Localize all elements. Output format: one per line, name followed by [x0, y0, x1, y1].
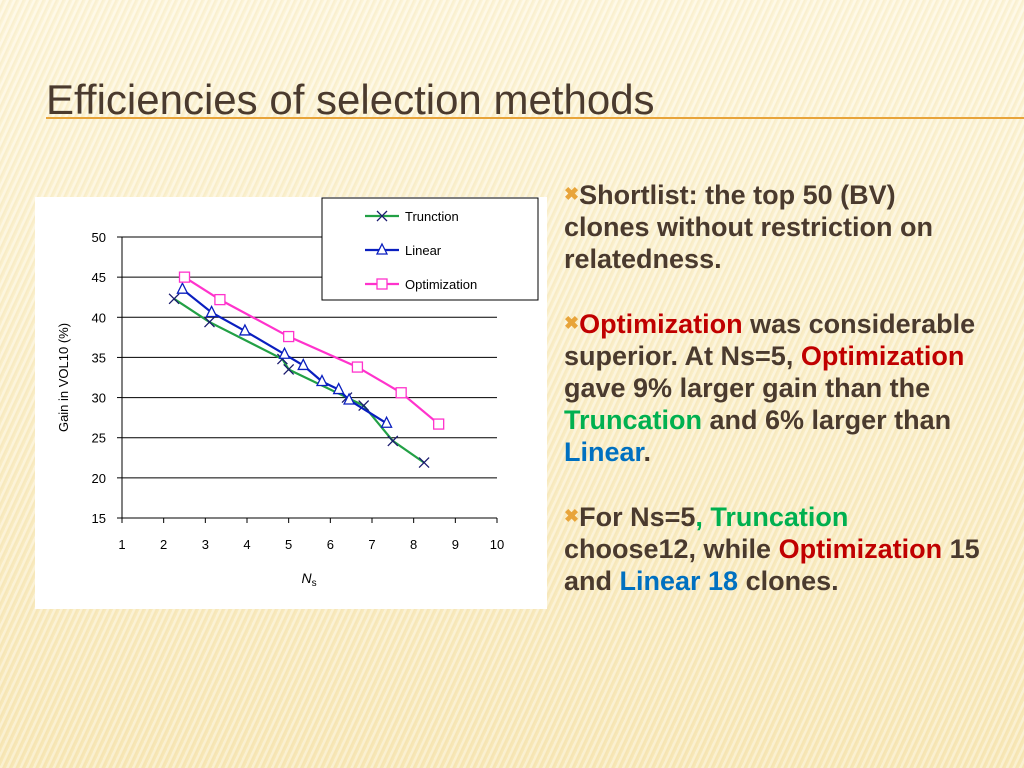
data-point-linear [205, 305, 218, 318]
highlight-linear: Linear 18 [619, 566, 739, 596]
x-mark-bullet-icon: ✖ [564, 184, 580, 204]
data-point-trunction [418, 457, 430, 469]
legend-box [321, 197, 539, 301]
data-point-trunction [283, 364, 295, 375]
bullet-text: For Ns=5 [579, 502, 696, 532]
highlight-optimization: Optimization [800, 341, 965, 371]
x-tick-label: 8 [410, 537, 417, 552]
x-mark-bullet-icon: ✖ [564, 313, 580, 333]
data-point-linear [343, 392, 356, 405]
y-tick-label: 25 [92, 431, 106, 446]
data-point-trunction [358, 400, 370, 412]
y-tick-label: 40 [92, 310, 106, 325]
bullet-text: choose12, while [564, 534, 779, 564]
bullet-text: and 6% larger than [702, 405, 952, 435]
bullet-text: clones. [738, 566, 839, 596]
y-axis-title: Gain in VOL10 (%) [56, 323, 71, 432]
y-tick-label: 45 [92, 270, 106, 285]
bullet-text: 15 and [564, 534, 980, 596]
data-point-linear [297, 358, 310, 371]
y-tick-label: 20 [92, 471, 106, 486]
data-point-optimization [351, 361, 364, 373]
legend-label-linear: Linear [405, 243, 442, 258]
legend-marker-linear [375, 242, 389, 255]
data-point-linear [332, 382, 345, 395]
highlight-truncation: Truncation [564, 405, 703, 435]
data-point-optimization [283, 330, 295, 343]
data-point-trunction [204, 316, 215, 328]
x-tick-label: 6 [327, 537, 334, 552]
data-point-linear [278, 346, 291, 359]
data-point-optimization [433, 418, 445, 430]
highlight-optimization: Optimization [778, 534, 943, 564]
y-tick-label: 30 [92, 391, 106, 406]
legend-label-optimization: Optimization [405, 277, 477, 292]
x-tick-label: 3 [202, 537, 209, 552]
x-tick-label: 1 [118, 537, 125, 552]
legend-marker-trunction [376, 210, 388, 222]
x-tick-label: 5 [285, 537, 292, 552]
data-point-trunction [387, 435, 399, 447]
bullet-clone-counts: ✖For Ns=5, Truncation choose12, while Op… [564, 500, 984, 597]
bullet-optimization: ✖Optimization was considerable superior.… [564, 307, 984, 468]
highlight-optimization: Optimization [579, 309, 743, 339]
x-mark-bullet-icon: ✖ [564, 506, 580, 526]
data-point-trunction [168, 293, 180, 305]
x-tick-label: 7 [368, 537, 375, 552]
chart-panel: 15 20 25 30 35 40 45 50 1 2 3 4 5 6 7 8 9 10 Ns Gain in VOL… [35, 197, 547, 609]
x-tick-label: 2 [160, 537, 167, 552]
x-tick-label: 4 [243, 537, 250, 552]
highlight-linear: Linear [564, 437, 644, 467]
bullet-shortlist: ✖Shortlist: the top 50 (BV) clones witho… [564, 178, 984, 275]
y-tick-label: 50 [92, 230, 106, 245]
bullet-text: gave 9% larger gain than the [564, 373, 931, 403]
data-point-linear [380, 415, 393, 428]
bullet-text: was considerable superior. At Ns=5, [564, 309, 976, 371]
legend-label-trunction: Trunction [405, 209, 459, 224]
legend-marker-optimization [376, 278, 388, 290]
highlight-truncation: , Truncation [695, 502, 849, 532]
data-point-optimization [395, 387, 407, 399]
series-line-optimization [183, 276, 440, 425]
x-axis-title: Ns [301, 570, 316, 589]
y-tick-label: 35 [92, 350, 106, 365]
x-tick-label: 10 [490, 537, 504, 552]
title-divider [46, 117, 1024, 119]
bullet-text: . [643, 437, 652, 467]
data-point-linear [176, 281, 189, 294]
data-point-optimization [178, 271, 191, 283]
bullet-list: ✖Shortlist: the top 50 (BV) clones witho… [564, 178, 984, 629]
x-tick-label: 9 [452, 537, 459, 552]
data-point-linear [315, 374, 329, 387]
data-point-linear [238, 323, 251, 336]
data-point-optimization [214, 293, 226, 306]
y-tick-label: 15 [92, 511, 106, 526]
bullet-text: Shortlist: the top 50 (BV) clones withou… [564, 180, 934, 274]
page-title: Efficiencies of selection methods [46, 76, 655, 123]
